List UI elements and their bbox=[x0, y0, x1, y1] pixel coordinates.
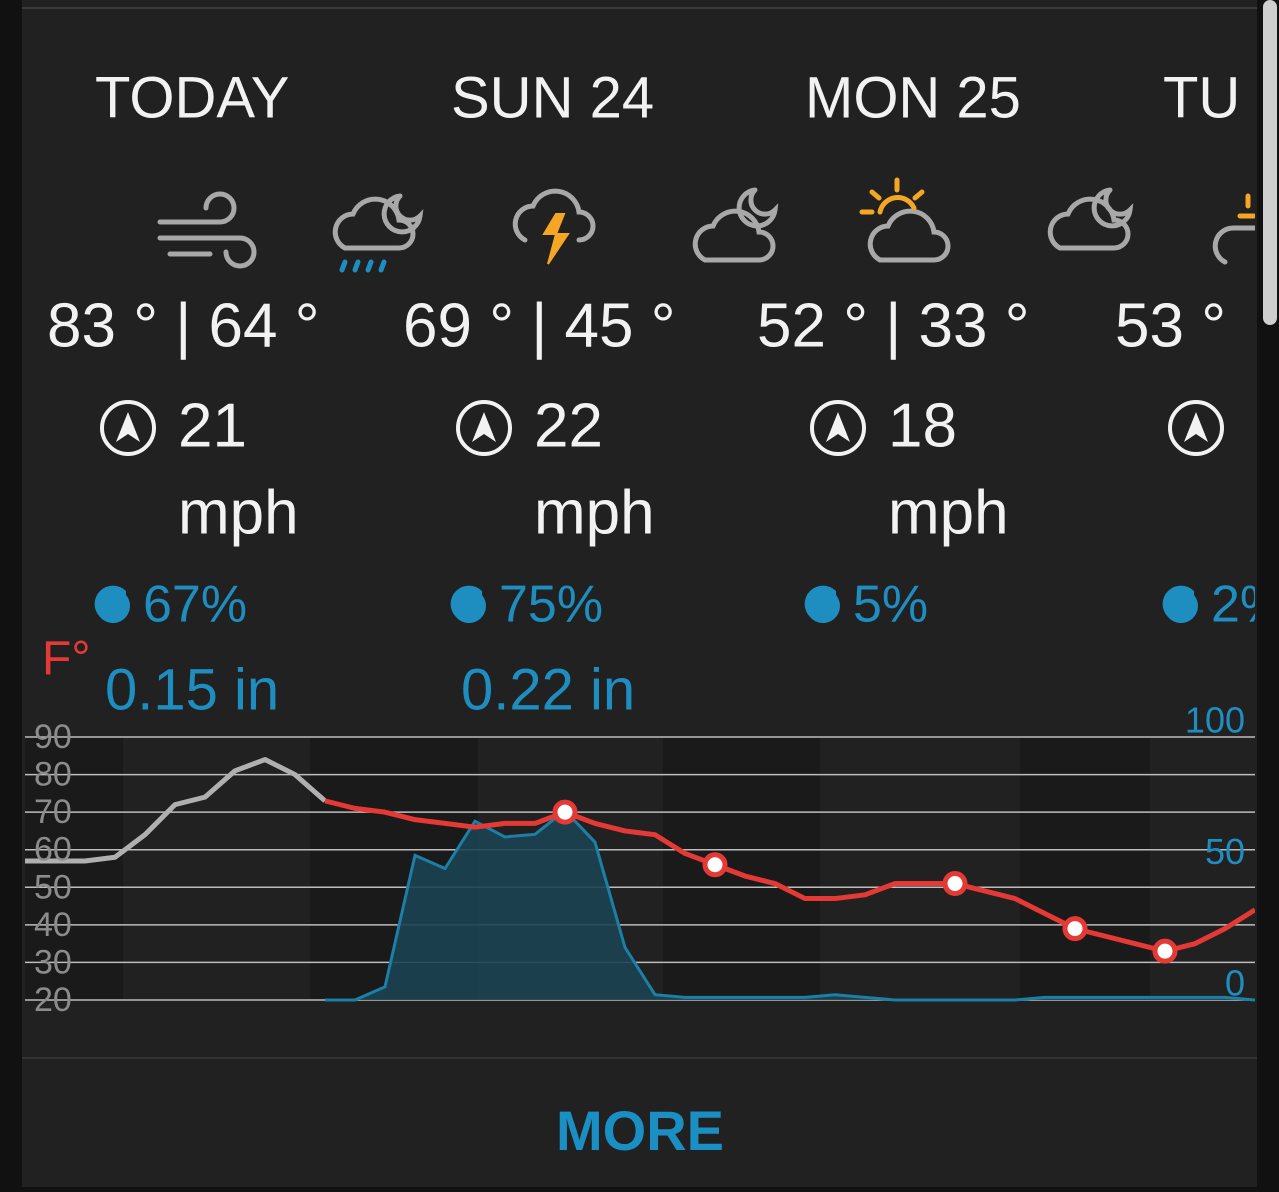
y-tick-label: 40 bbox=[34, 906, 72, 944]
y2-tick-label: 50 bbox=[1205, 831, 1245, 872]
y2-tick-label: 100 bbox=[1185, 700, 1245, 741]
precip-chance: 67% bbox=[143, 576, 247, 634]
wind-unit: mph bbox=[178, 478, 299, 547]
wind-unit: mph bbox=[534, 478, 655, 547]
y-tick-label: 20 bbox=[34, 981, 72, 1019]
drop-icon bbox=[1162, 585, 1199, 624]
chart bbox=[25, 736, 1255, 1002]
precip-chance: 5% bbox=[853, 576, 928, 634]
temperature: 83 ° | 64 ° bbox=[47, 291, 320, 360]
precip-amount: 0.15 in bbox=[105, 657, 279, 722]
temperature: 52 ° | 33 ° bbox=[757, 291, 1030, 360]
temp-marker bbox=[702, 852, 728, 878]
precip-chance: 75% bbox=[499, 576, 603, 634]
night-band bbox=[1020, 737, 1150, 1000]
y-tick-label: 50 bbox=[34, 868, 72, 906]
temp-marker bbox=[942, 871, 968, 897]
weather-icons bbox=[157, 177, 1255, 273]
drop-icon bbox=[450, 585, 487, 624]
y-tick-label: 90 bbox=[34, 718, 72, 756]
night-band bbox=[663, 737, 820, 1000]
precip-area bbox=[325, 810, 1255, 1000]
temp-line bbox=[324, 798, 1255, 954]
temp-marker bbox=[1152, 938, 1178, 964]
temp-line bbox=[25, 757, 327, 864]
precip-line bbox=[325, 808, 1255, 1002]
temp-marker bbox=[552, 799, 578, 825]
y-tick-label: 80 bbox=[34, 756, 72, 794]
night-band bbox=[25, 737, 123, 1000]
forecast-columns: TODAY 83 ° | 64 ° 21 mph 67% 0.15 in SUN 24 69 … bbox=[47, 65, 1279, 722]
day-label: TU bbox=[1163, 65, 1240, 130]
drop-icon bbox=[804, 585, 841, 624]
day-label: SUN 24 bbox=[451, 65, 654, 130]
wind-unit: mph bbox=[888, 478, 1009, 547]
drop-icon bbox=[94, 585, 131, 624]
wind-icon bbox=[100, 400, 156, 456]
y-tick-label: 60 bbox=[34, 831, 72, 869]
day-label: TODAY bbox=[95, 65, 289, 130]
wind-arrow bbox=[826, 412, 850, 442]
temperature: 69 ° | 45 ° bbox=[403, 291, 676, 360]
day-label: MON 25 bbox=[805, 65, 1021, 130]
wind-speed: 18 bbox=[888, 391, 957, 460]
wind-arrow bbox=[116, 412, 140, 442]
wind-icon bbox=[1168, 400, 1224, 456]
temp-marker bbox=[1062, 916, 1088, 942]
wind-arrow bbox=[472, 412, 496, 442]
wind-icon bbox=[456, 400, 512, 456]
precip-amount: 0.22 in bbox=[461, 657, 635, 722]
precip-chance: 2% bbox=[1211, 576, 1279, 634]
wind-speed: 21 bbox=[178, 391, 247, 460]
y-tick-label: 70 bbox=[34, 793, 72, 831]
axis-unit: F° bbox=[42, 633, 91, 686]
wind-icon bbox=[810, 400, 866, 456]
wind-arrow bbox=[1184, 412, 1208, 442]
more-button[interactable]: MORE bbox=[556, 1099, 724, 1162]
wind-speed: 22 bbox=[534, 391, 603, 460]
temperature: 53 ° bbox=[1115, 291, 1226, 360]
scrollbar bbox=[1263, 0, 1277, 325]
y2-tick-label: 0 bbox=[1225, 963, 1245, 1004]
y-tick-label: 30 bbox=[34, 943, 72, 981]
